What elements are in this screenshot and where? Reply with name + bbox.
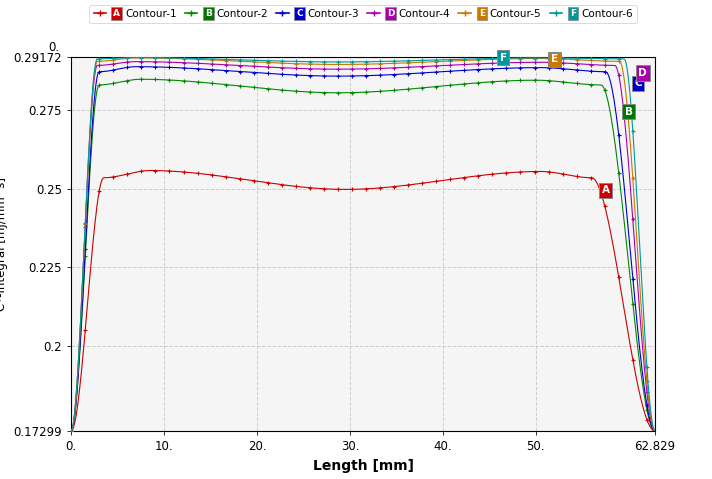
Text: F: F (570, 10, 576, 19)
Text: D: D (639, 68, 647, 78)
Text: A: A (602, 185, 609, 195)
Text: B: B (624, 107, 633, 117)
Text: F: F (500, 53, 507, 63)
Text: C: C (296, 10, 303, 19)
X-axis label: Length [mm]: Length [mm] (313, 459, 414, 473)
Text: E: E (551, 54, 558, 64)
Text: B: B (204, 10, 211, 19)
Text: C: C (634, 79, 642, 88)
Text: A: A (113, 10, 120, 19)
Text: E: E (478, 10, 485, 19)
Text: 0.: 0. (48, 41, 60, 54)
Y-axis label: C*-Integral [mJ/mm²·s]: C*-Integral [mJ/mm²·s] (0, 177, 8, 311)
Legend: Contour-1, Contour-2, Contour-3, Contour-4, Contour-5, Contour-6: Contour-1, Contour-2, Contour-3, Contour… (90, 5, 637, 23)
Text: D: D (387, 10, 394, 19)
